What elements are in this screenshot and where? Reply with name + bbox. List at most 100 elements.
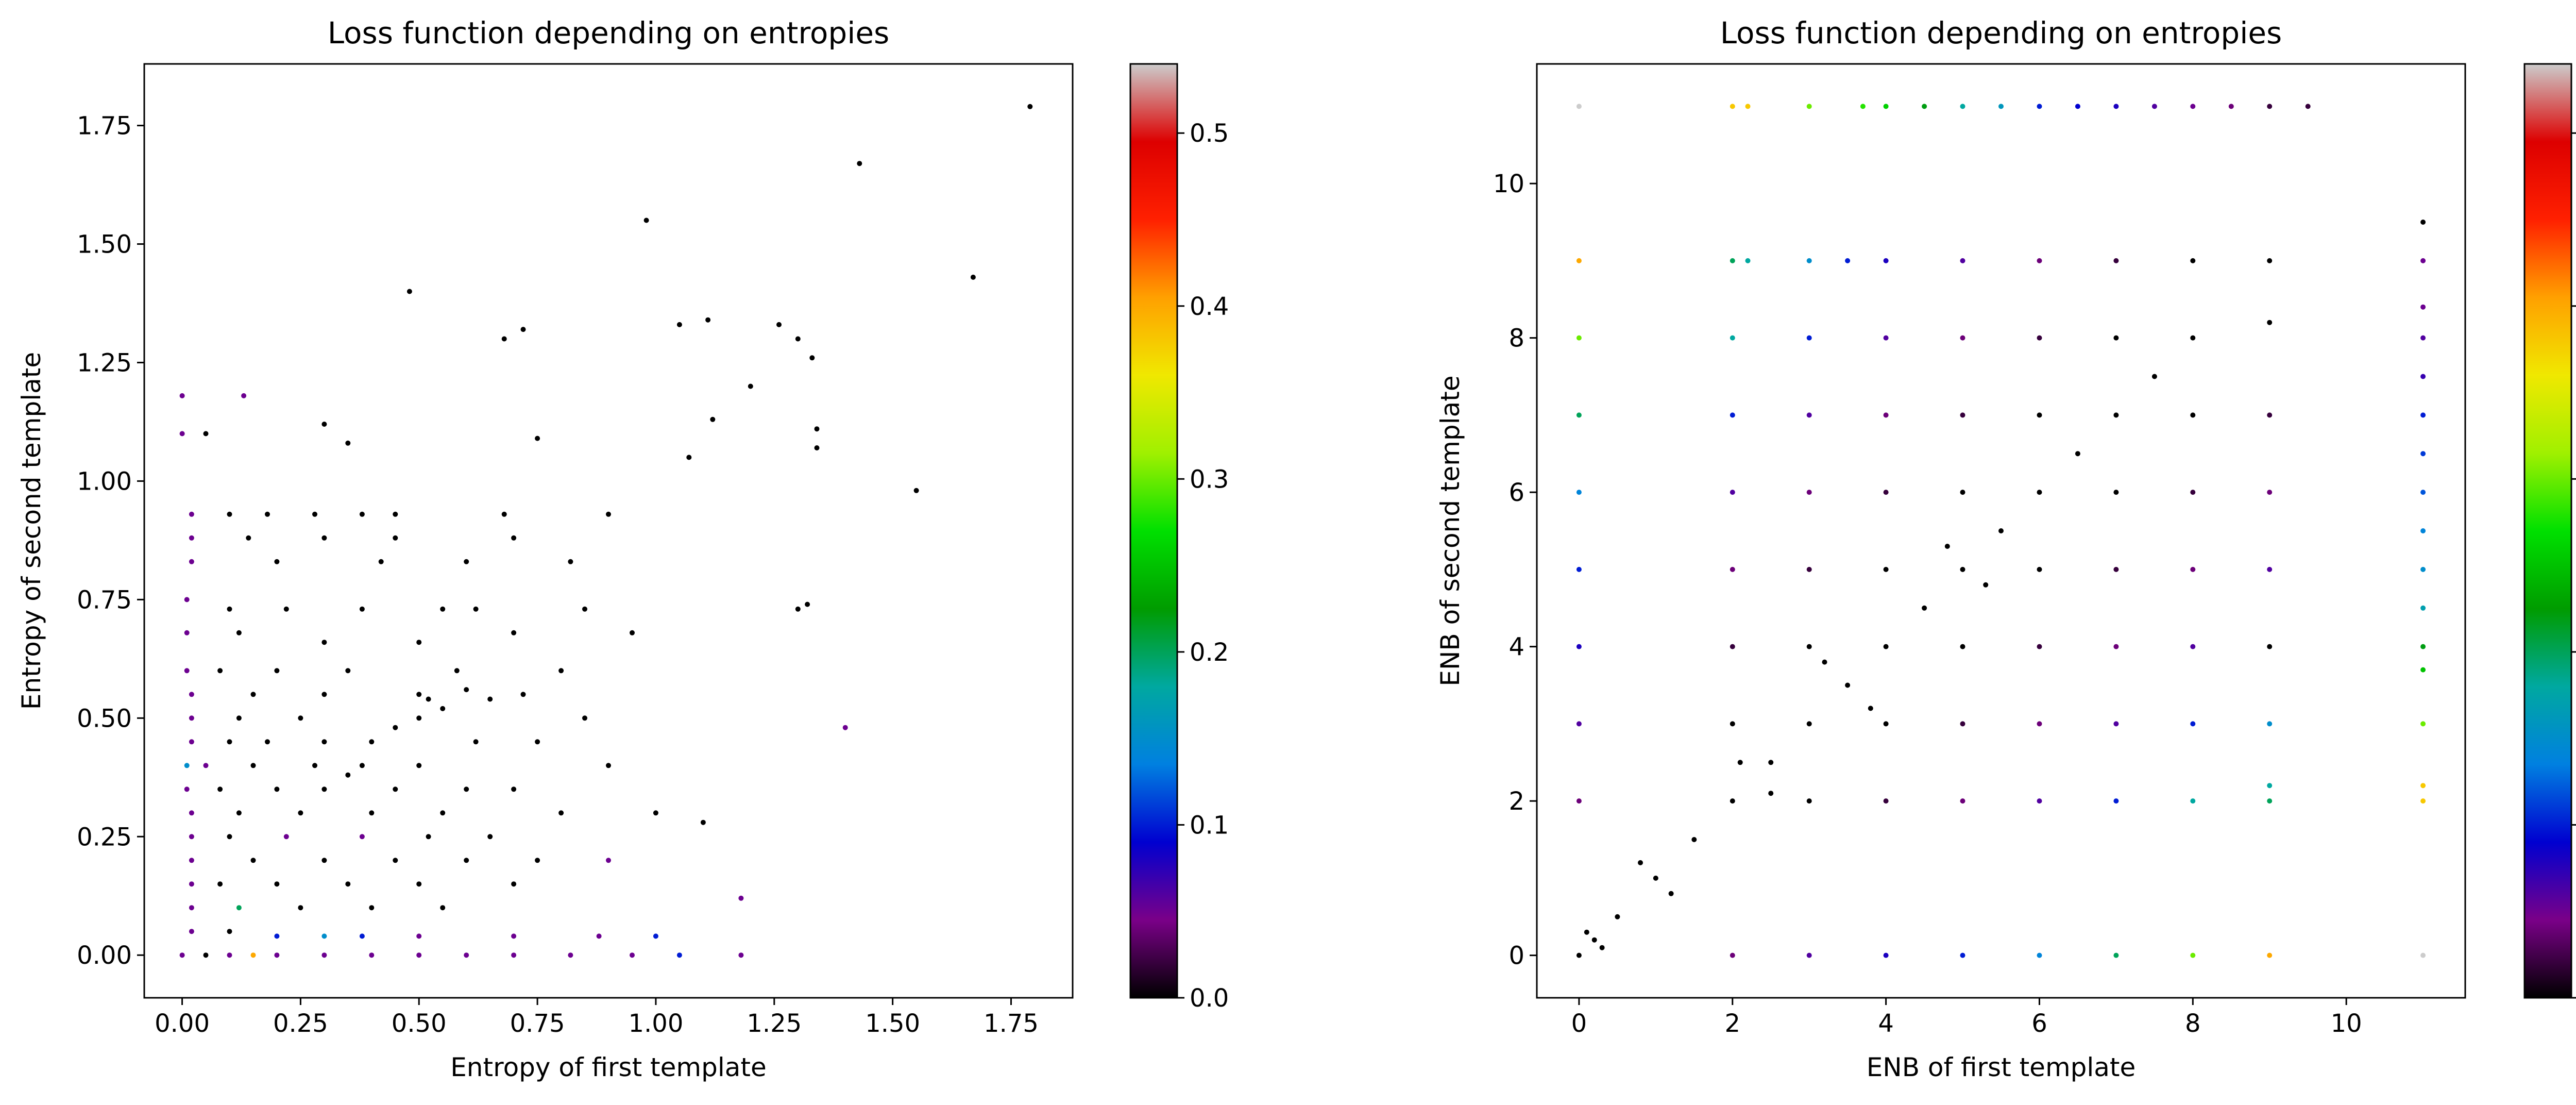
right-point-33 [2420, 952, 2426, 958]
left-x-tick-label: 0.50 [392, 1009, 447, 1038]
left-point-75 [298, 715, 303, 721]
left-point-74 [236, 715, 242, 721]
right-point-130 [1868, 706, 1873, 711]
right-point-96 [1883, 566, 1889, 572]
left-colorbar-tick-label: 0.2 [1190, 638, 1229, 667]
left-point-94 [606, 763, 611, 768]
right-point-123 [1998, 528, 2004, 533]
right-y-ticks: 0 2 4 6 8 10 [1493, 170, 1537, 970]
left-point-16 [814, 426, 820, 432]
left-point-28 [189, 511, 194, 517]
right-point-13 [2190, 104, 2196, 109]
left-point-157 [738, 952, 744, 958]
right-point-119 [1691, 837, 1697, 842]
left-point-119 [393, 858, 398, 863]
right-point-21 [2420, 374, 2426, 379]
right-point-59 [2037, 335, 2042, 341]
left-point-120 [464, 858, 469, 863]
right-point-42 [2113, 258, 2119, 263]
left-point-15 [814, 445, 820, 450]
left-point-76 [369, 739, 375, 745]
right-point-50 [2267, 721, 2273, 727]
left-point-64 [558, 668, 564, 674]
left-point-148 [274, 952, 280, 958]
left-point-100 [464, 786, 469, 792]
right-point-125 [2151, 374, 2157, 379]
right-point-104 [1806, 644, 1812, 649]
right-point-35 [1730, 258, 1735, 263]
right-point-132 [1983, 582, 1989, 588]
right-point-20 [2420, 335, 2426, 341]
right-point-92 [2037, 952, 2042, 958]
left-point-89 [203, 763, 209, 768]
left-point-48 [283, 606, 289, 612]
right-y-axis-label: ENB of second template [1435, 375, 1465, 686]
right-point-102 [1576, 644, 1582, 649]
right-point-113 [1806, 952, 1812, 958]
left-point-141 [511, 933, 517, 939]
left-point-14 [686, 455, 692, 460]
left-point-122 [606, 858, 611, 863]
left-point-33 [393, 511, 398, 517]
right-x-tick-label: 10 [2331, 1009, 2362, 1038]
left-point-70 [464, 687, 469, 693]
right-y-tick-label: 4 [1509, 633, 1524, 662]
left-point-102 [189, 810, 194, 816]
left-point-2 [970, 274, 976, 280]
right-point-24 [2420, 490, 2426, 495]
right-point-9 [2037, 104, 2042, 109]
left-point-9 [776, 322, 782, 327]
left-point-144 [179, 952, 185, 958]
right-point-105 [1883, 644, 1889, 649]
right-point-127 [1638, 860, 1643, 865]
right-point-56 [1806, 335, 1812, 341]
right-point-40 [1960, 258, 1965, 263]
right-point-45 [2267, 320, 2273, 325]
right-point-29 [2420, 667, 2426, 673]
left-x-tick-label: 1.25 [747, 1009, 802, 1038]
right-point-28 [2420, 644, 2426, 649]
right-point-51 [2267, 783, 2273, 789]
right-point-109 [1576, 721, 1582, 727]
left-point-87 [535, 739, 540, 745]
left-point-53 [184, 630, 190, 635]
left-point-91 [312, 763, 317, 768]
left-point-8 [809, 355, 815, 361]
left-point-95 [184, 786, 190, 792]
left-point-136 [227, 929, 232, 934]
right-point-137 [1584, 929, 1589, 935]
right-point-4 [1860, 104, 1866, 109]
left-point-69 [440, 706, 446, 711]
left-point-129 [189, 905, 194, 911]
right-point-41 [2037, 258, 2042, 263]
left-point-11 [705, 317, 711, 323]
left-point-155 [630, 952, 635, 958]
left-point-6 [842, 725, 848, 730]
right-point-8 [1998, 104, 2004, 109]
left-point-125 [274, 881, 280, 887]
left-point-25 [321, 422, 327, 427]
right-colorbar-ticks: 0.00.10.20.30.40.5 [2571, 132, 2576, 999]
left-point-115 [487, 834, 493, 840]
right-point-106 [1883, 721, 1889, 727]
right-point-116 [1730, 952, 1735, 958]
left-point-109 [700, 819, 706, 825]
left-point-50 [440, 606, 446, 612]
right-scatter-points [1576, 104, 2426, 958]
right-point-44 [2267, 258, 2273, 263]
left-point-40 [511, 535, 517, 541]
right-point-84 [1806, 490, 1812, 495]
right-point-58 [1960, 335, 1965, 341]
right-point-61 [2190, 335, 2196, 341]
right-point-82 [1576, 490, 1582, 495]
left-point-56 [416, 640, 422, 645]
right-point-23 [2420, 451, 2426, 457]
right-point-75 [2113, 412, 2119, 418]
left-point-42 [274, 559, 280, 564]
right-point-63 [2190, 490, 2196, 495]
left-point-108 [653, 810, 658, 816]
right-point-47 [2267, 490, 2273, 495]
left-point-63 [454, 668, 460, 674]
left-point-39 [393, 535, 398, 541]
right-point-11 [2113, 104, 2119, 109]
